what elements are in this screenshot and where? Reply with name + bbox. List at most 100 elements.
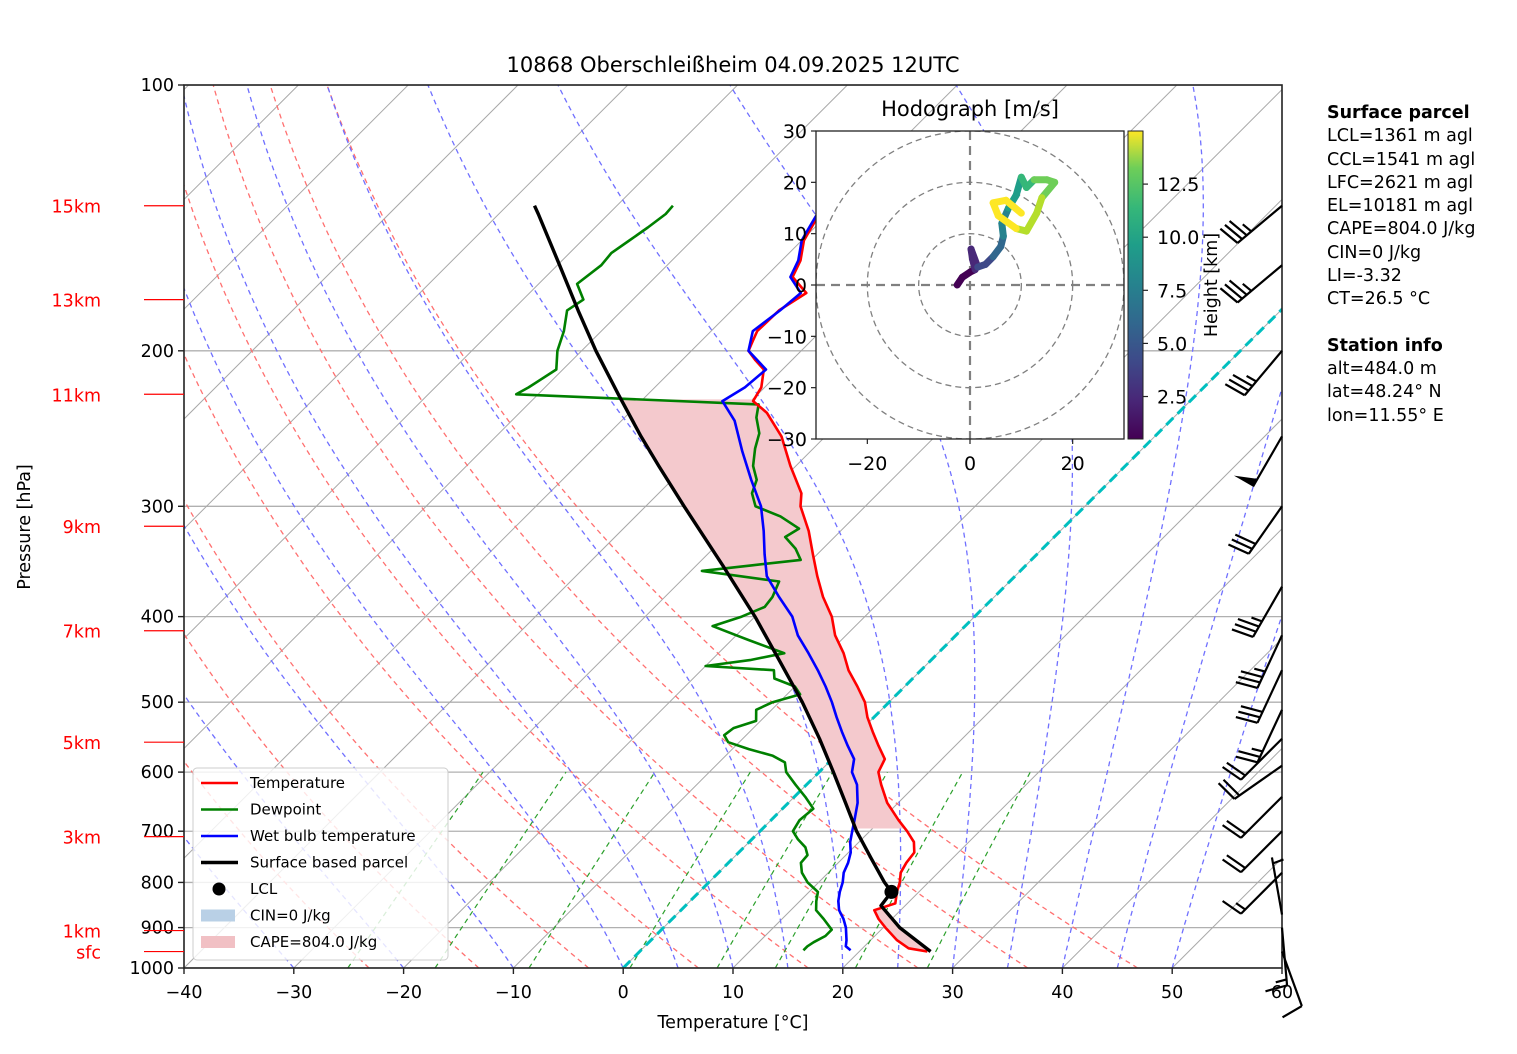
station-lat: lat=48.24° N [1327,382,1442,403]
barb-half [1242,282,1253,292]
barb-full [1221,824,1242,839]
height-marker-label: 11km [52,386,101,406]
legend-label: CAPE=804.0 J/kg [250,933,377,951]
x-tick-label: 10 [722,983,744,1003]
mixing-ratio-line [854,771,964,968]
height-marker-label: 13km [52,292,101,312]
mixing-ratio-line [774,771,888,968]
y-tick-label: 700 [141,822,174,842]
wind-barb [1219,264,1283,304]
y-tick-label: 600 [141,763,174,783]
x-tick-label: −10 [495,983,532,1003]
dry-adiabat [184,352,699,968]
lfc-value: LFC=2621 m agl [1327,172,1474,193]
barb-full [1281,1005,1303,1019]
x-axis-label: Temperature [°C] [656,1013,808,1033]
legend-entry: Dewpoint [201,801,321,819]
height-marker-label: 3km [63,829,101,849]
barb-full [1228,378,1250,392]
hodograph: Hodograph [m/s] −20 0 20 30 20 10 0 −10 −20 −30 2… [767,97,1222,475]
barb-full [1232,374,1253,388]
moist-adiabat [557,85,902,968]
dry-adiabat [326,85,1138,968]
hodograph-ticks: −20 0 20 30 20 10 0 −10 −20 −30 [767,121,1085,475]
mixing-ratio-line [926,771,1031,968]
x-tick-label: 50 [1161,983,1183,1003]
x-tick-label: 0 [618,983,629,1003]
barb-half [1251,616,1263,623]
series-wet-bulb-temperature [721,197,859,952]
station-lon: lon=11.55° E [1327,405,1444,426]
wind-barb [1224,350,1283,397]
barb-full [1231,628,1254,638]
legend-label: Surface based parcel [250,854,408,872]
isotherm-line [184,85,519,420]
el-value: EL=10181 m agl [1327,196,1474,217]
barb-half [1272,858,1284,865]
isotherm-line [952,637,1282,968]
cape-fill [621,399,905,829]
hodograph-y-tick-label: −30 [767,429,807,451]
barb-half [1246,374,1257,383]
legend-box [192,767,449,961]
barb-half [1235,902,1246,911]
height-marker-label: 9km [63,518,101,538]
ccl-value: CCL=1541 m agl [1327,149,1476,170]
colorbar-tick-label: 5.0 [1157,333,1187,355]
info-panel: Surface parcel LCL=1361 m agl CCL=1541 m… [1327,102,1475,428]
legend-swatch [201,909,235,922]
wind-barb [1219,204,1283,244]
cape-area [621,399,931,952]
hodograph-title: Hodograph [m/s] [881,97,1059,121]
legend-label: Wet bulb temperature [250,827,416,845]
x-tick-label: 30 [941,983,963,1003]
hodograph-y-tick-label: 0 [795,275,807,297]
wind-barb [1233,435,1283,488]
hodograph-y-tick-label: 10 [783,224,807,246]
legend-label: Dewpoint [250,801,321,819]
barb-full [1222,778,1241,797]
barb-full [1227,543,1250,555]
x-tick-label: −40 [166,983,203,1003]
wind-barb [1221,737,1283,781]
moist-adiabat [1061,85,1204,968]
wind-barbs [1217,204,1303,1019]
lcl-marker [884,884,899,899]
li-value: LI=-3.32 [1327,266,1402,287]
hodograph-y-tick-label: 20 [783,172,807,194]
height-marker-label: sfc [76,944,101,964]
moist-adiabat [1116,385,1282,968]
barb-full [1228,279,1248,296]
barb-full [1231,538,1253,550]
barb-full [1234,533,1257,545]
barb-full [1217,782,1236,800]
series-dewpoint [514,204,833,952]
hodograph-segment [994,212,1020,233]
hodograph-segment [1002,196,1025,217]
wind-barb [1227,505,1283,555]
y-tick-label: 1000 [129,959,174,979]
colorbar-tick-label: 7.5 [1157,280,1187,302]
chart-title: 10868 Oberschleißheim 04.09.2025 12UTC [507,53,960,77]
barb-full [1226,761,1246,777]
dry-adiabat [269,85,1029,968]
isotherm-line [842,528,1282,968]
legend-entry: CAPE=804.0 J/kg [201,933,377,951]
barb-full [1221,858,1242,874]
barb-full [1240,670,1263,679]
y-tick-label: 500 [141,693,174,713]
hodograph-y-tick-label: −20 [767,378,807,400]
barb-half [1242,223,1253,233]
barb-full [1228,220,1248,237]
barb-full [1224,283,1243,300]
height-marker-label: 7km [63,623,101,643]
zero-isotherm [622,307,1282,968]
wind-barb [1221,871,1283,915]
legend-label: LCL [250,880,278,898]
barb-full [1237,617,1260,628]
y-axis-ticks: 100 200 300 400 500 600 700 800 900 1000 [129,76,184,979]
x-tick-label: −30 [275,983,312,1003]
wind-barb [1231,586,1283,638]
legend-entry: Wet bulb temperature [201,827,416,845]
moist-adiabat [184,93,679,968]
